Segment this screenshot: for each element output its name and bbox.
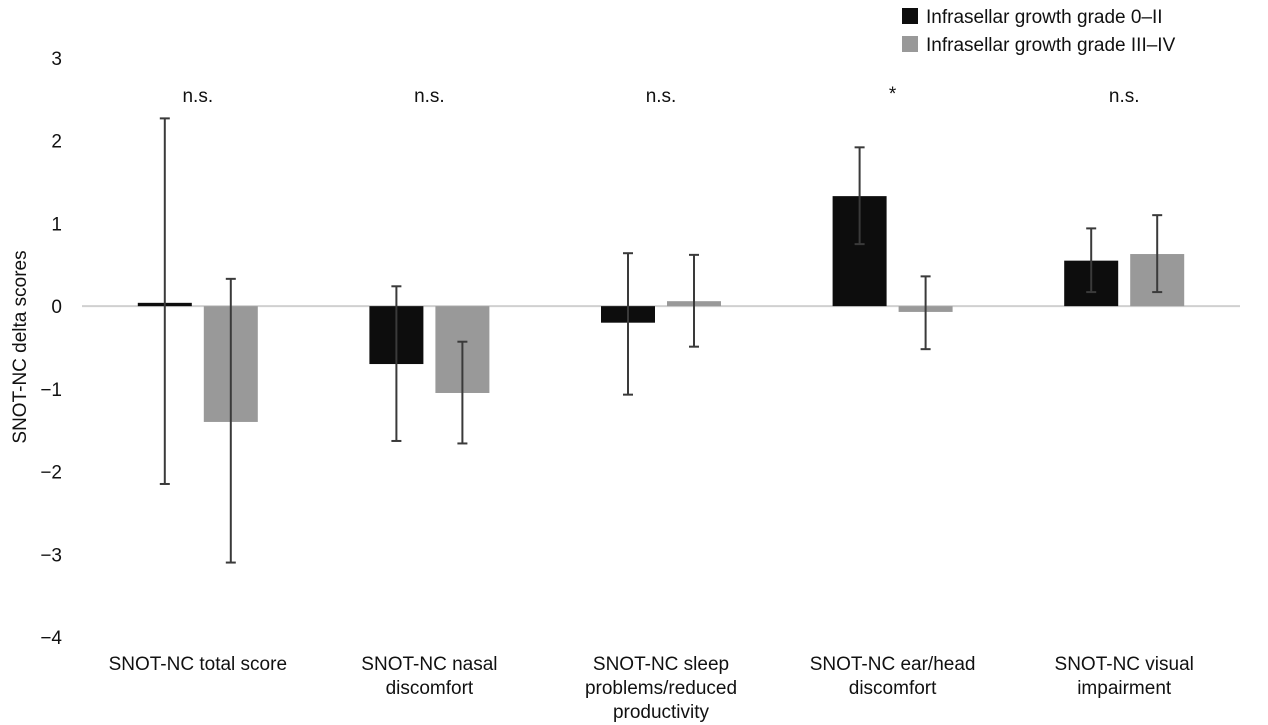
y-axis-ticks: 3 2 1 0 −1 −2 −3 −4 [40, 49, 62, 649]
legend-label: Infrasellar growth grade III–IV [926, 35, 1176, 56]
category-labels: SNOT-NC total score SNOT-NC nasal discomfo… [109, 654, 1194, 723]
legend-label: Infrasellar growth grade 0–II [926, 7, 1163, 28]
y-tick-label: −2 [40, 463, 62, 484]
category-label: discomfort [849, 678, 937, 699]
category-label: SNOT-NC ear/head [810, 654, 976, 675]
y-tick-label: 1 [51, 214, 62, 235]
y-tick-label: 0 [51, 297, 62, 318]
significance-label: n.s. [182, 86, 213, 107]
category-label: impairment [1077, 678, 1172, 699]
category-label: SNOT-NC sleep [593, 654, 729, 675]
category-label: discomfort [386, 678, 474, 699]
legend-swatch [902, 36, 918, 52]
legend: Infrasellar growth grade 0–II Infrasellar… [902, 7, 1176, 56]
category-label: SNOT-NC visual [1055, 654, 1194, 675]
y-axis-label: SNOT-NC delta scores [10, 250, 31, 443]
y-tick-label: −4 [40, 628, 62, 649]
legend-swatch [902, 8, 918, 24]
category-label: productivity [613, 702, 710, 723]
bars [137, 196, 1185, 422]
category-label: problems/reduced [585, 678, 737, 699]
error-bars [159, 117, 1163, 564]
category-label: SNOT-NC nasal [361, 654, 497, 675]
category-label: SNOT-NC total score [109, 654, 287, 675]
y-tick-label: 3 [51, 49, 62, 70]
y-tick-label: −1 [40, 380, 62, 401]
significance-labels: n.s. n.s. n.s. * n.s. [182, 84, 1139, 107]
significance-label: n.s. [1109, 86, 1140, 107]
significance-label: n.s. [646, 86, 677, 107]
significance-label: n.s. [414, 86, 445, 107]
y-tick-label: 2 [51, 132, 62, 153]
y-tick-label: −3 [40, 545, 62, 566]
significance-label: * [889, 84, 897, 105]
